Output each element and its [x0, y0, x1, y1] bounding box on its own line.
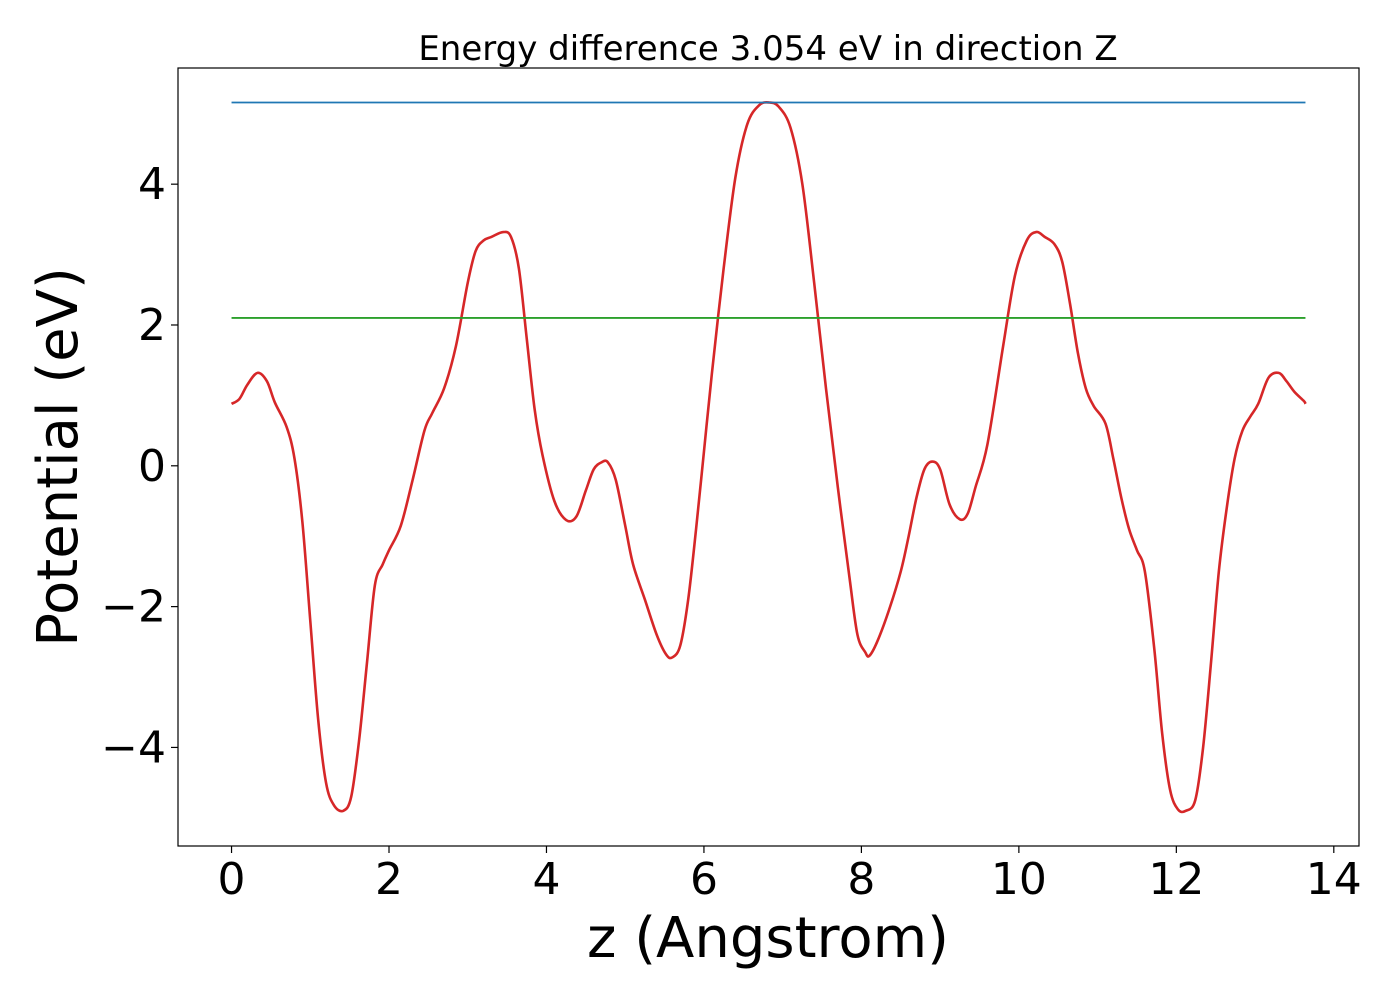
y-tick-label: −2 — [101, 582, 166, 633]
y-axis-label: Potential (eV) — [26, 267, 91, 647]
x-axis-label: z (Angstrom) — [587, 906, 949, 971]
chart-title: Energy difference 3.054 eV in direction … — [418, 29, 1117, 69]
x-tick-label: 14 — [1306, 854, 1362, 905]
plot-frame — [177, 67, 1360, 847]
plot-lines — [230, 101, 1307, 814]
x-tick-label: 4 — [532, 854, 560, 905]
x-tick-label: 6 — [690, 854, 718, 905]
x-tick-label: 8 — [847, 854, 875, 905]
x-tick-label: 0 — [218, 854, 246, 905]
y-axis-ticks: −4 −2 0 2 4 — [101, 159, 178, 773]
x-axis-ticks: 0 2 4 6 8 10 12 14 — [218, 846, 1362, 905]
x-tick-label: 12 — [1148, 854, 1204, 905]
x-tick-label: 10 — [991, 854, 1047, 905]
y-tick-label: 2 — [138, 300, 166, 351]
series-line-potential — [230, 101, 1307, 814]
y-tick-label: −4 — [101, 722, 166, 773]
y-tick-label: 4 — [138, 159, 166, 210]
x-tick-label: 2 — [375, 854, 403, 905]
y-tick-label: 0 — [138, 441, 166, 492]
